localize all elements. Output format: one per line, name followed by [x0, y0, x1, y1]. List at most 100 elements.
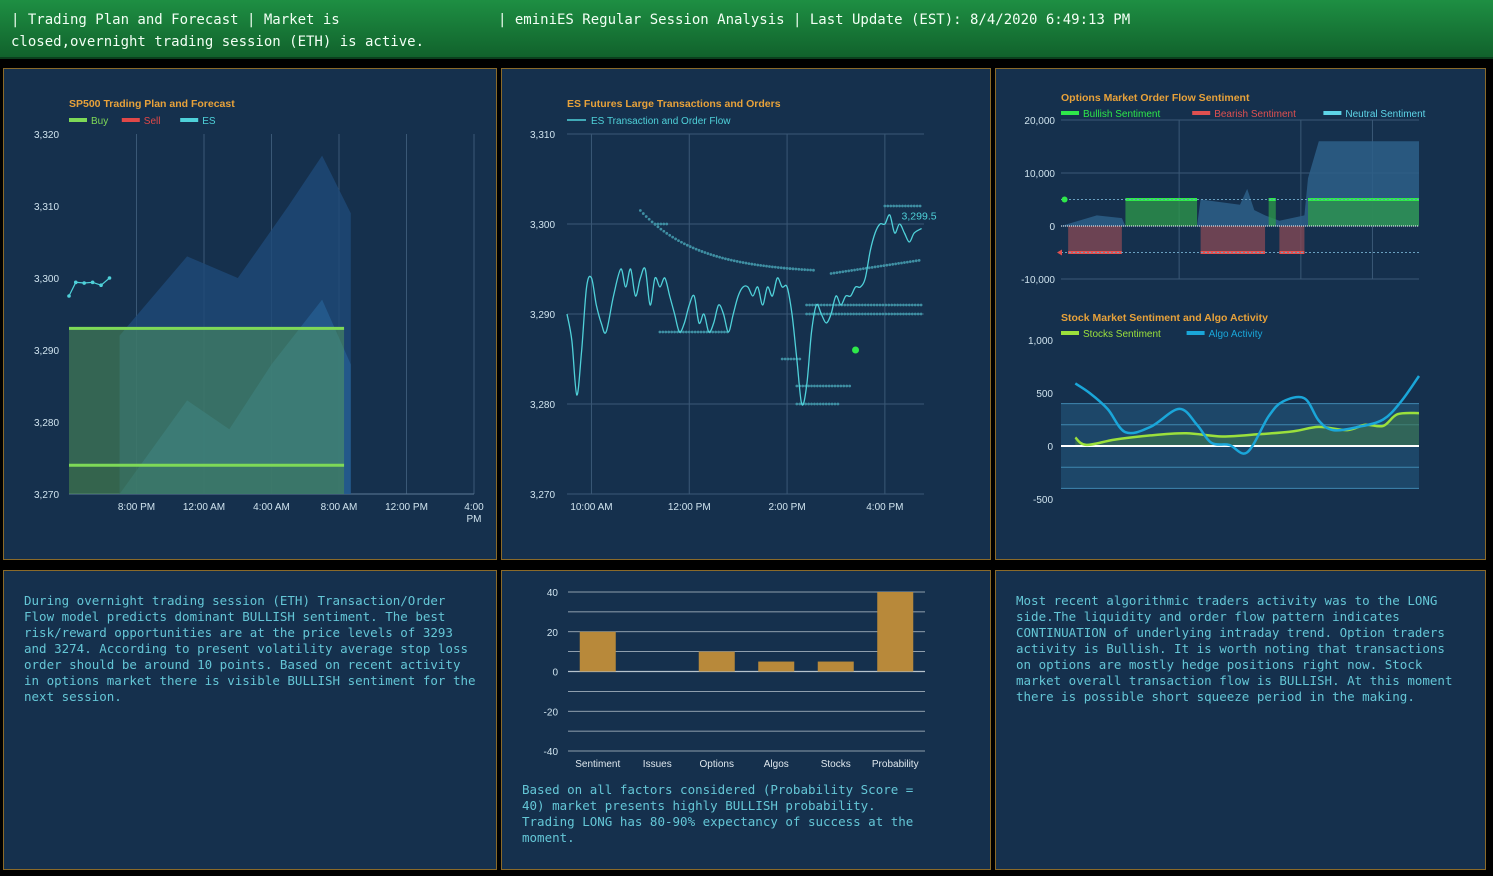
order-dot [859, 267, 862, 271]
order-dot [899, 312, 902, 316]
category-label: Algos [764, 759, 789, 770]
order-dot [658, 330, 662, 334]
order-dot [873, 265, 877, 269]
order-dot [673, 330, 676, 334]
x-tick-label: 8:00 AM [321, 502, 358, 513]
order-dot [856, 268, 859, 271]
probability-commentary: Based on all factors considered (Probabi… [522, 782, 914, 845]
order-dot [718, 255, 721, 259]
bullish-block [1308, 199, 1419, 226]
es-point [67, 294, 71, 298]
plan-panel: SP500 Trading Plan and Forecast Buy Sell ES… [3, 68, 497, 560]
order-dot [913, 303, 917, 307]
legend-label-0: Buy [91, 116, 108, 127]
order-dot [797, 267, 801, 271]
x-tick-label: 12:00 AM [183, 502, 225, 513]
order-dot [795, 402, 799, 406]
order-dot [702, 330, 706, 334]
order-dot [860, 312, 864, 316]
order-dot [895, 204, 899, 208]
order-dot [843, 312, 847, 316]
order-dot [813, 402, 816, 406]
order-dot [907, 312, 911, 316]
order-dot [818, 402, 822, 406]
order-dot [828, 303, 832, 307]
order-dot [807, 402, 810, 406]
order-dot [849, 303, 853, 307]
order-dot [801, 384, 805, 388]
order-dot [846, 303, 850, 307]
order-dot [886, 204, 890, 208]
es-flow-line [566, 214, 922, 406]
order-dot [909, 204, 913, 208]
x-tick-label: 2:00 PM [768, 502, 805, 513]
order-dot [839, 384, 843, 388]
order-dot [912, 204, 916, 208]
order-dot [798, 357, 802, 361]
y-tick-label: -10,000 [1021, 275, 1055, 286]
header-bar: | Trading Plan and Forecast | Market is … [0, 0, 1493, 59]
order-dot [768, 265, 771, 268]
order-dot [825, 303, 829, 307]
order-dot [720, 330, 723, 334]
order-dot [855, 303, 858, 307]
order-dot [780, 357, 784, 361]
order-dot [693, 330, 697, 334]
order-dot [898, 204, 901, 208]
x-tick-label: 8:00 PM [118, 502, 155, 513]
bar-probability [877, 592, 914, 672]
order-dot [824, 402, 828, 406]
order-dot [850, 269, 854, 272]
y-tick-label: 10,000 [1024, 169, 1055, 180]
order-dot [913, 312, 917, 316]
order-dot [715, 254, 719, 258]
order-dot [863, 303, 867, 307]
bearish-block [1068, 226, 1122, 253]
order-dot [819, 303, 823, 307]
order-dot [662, 222, 666, 226]
order-dot [919, 303, 923, 307]
y-tick-label: 3,310 [530, 130, 555, 141]
order-dot [665, 231, 669, 235]
header-status: | Trading Plan and Forecast | Market is … [11, 12, 425, 50]
category-label: Stocks [821, 759, 851, 770]
y-tick-label: 20,000 [1024, 116, 1055, 127]
order-dot [890, 303, 894, 307]
order-dot [849, 312, 853, 316]
order-dot [674, 237, 677, 241]
order-dot [661, 330, 665, 334]
y-tick-label: 3,310 [34, 202, 59, 213]
order-dot [863, 312, 867, 316]
legend-swatch-1 [121, 118, 140, 122]
order-dot [750, 262, 754, 266]
order-dot [811, 303, 814, 307]
order-dot [741, 261, 745, 264]
x-tick-label: 12:00 PM [385, 502, 428, 513]
order-dot [841, 270, 845, 274]
es-point [90, 280, 95, 285]
order-dot [894, 262, 898, 266]
order-dot [904, 204, 907, 208]
order-dot [714, 330, 718, 334]
order-dot [835, 271, 839, 275]
es-point [73, 280, 78, 285]
order-dot [670, 330, 674, 334]
probability-panel: 40 20 0 -20 -40 Sentiment Issues Options Algos St… [501, 570, 991, 870]
y-tick-label: 3,320 [34, 130, 59, 141]
order-dot [810, 384, 813, 388]
order-dot [776, 266, 780, 269]
order-dot [833, 384, 837, 388]
order-dot [812, 268, 815, 272]
chart-title: Options Market Order Flow Sentiment [1061, 92, 1250, 104]
order-dot [759, 263, 763, 267]
order-dot [803, 268, 807, 272]
order-dot [682, 242, 686, 246]
order-dot [709, 253, 713, 256]
order-dot [883, 204, 887, 208]
order-dot [843, 303, 847, 307]
last-value-label: 3,299.5 [902, 211, 937, 223]
order-dot [684, 330, 688, 334]
order-dot [834, 303, 838, 307]
order-dot [808, 303, 811, 307]
order-dot [717, 330, 721, 334]
